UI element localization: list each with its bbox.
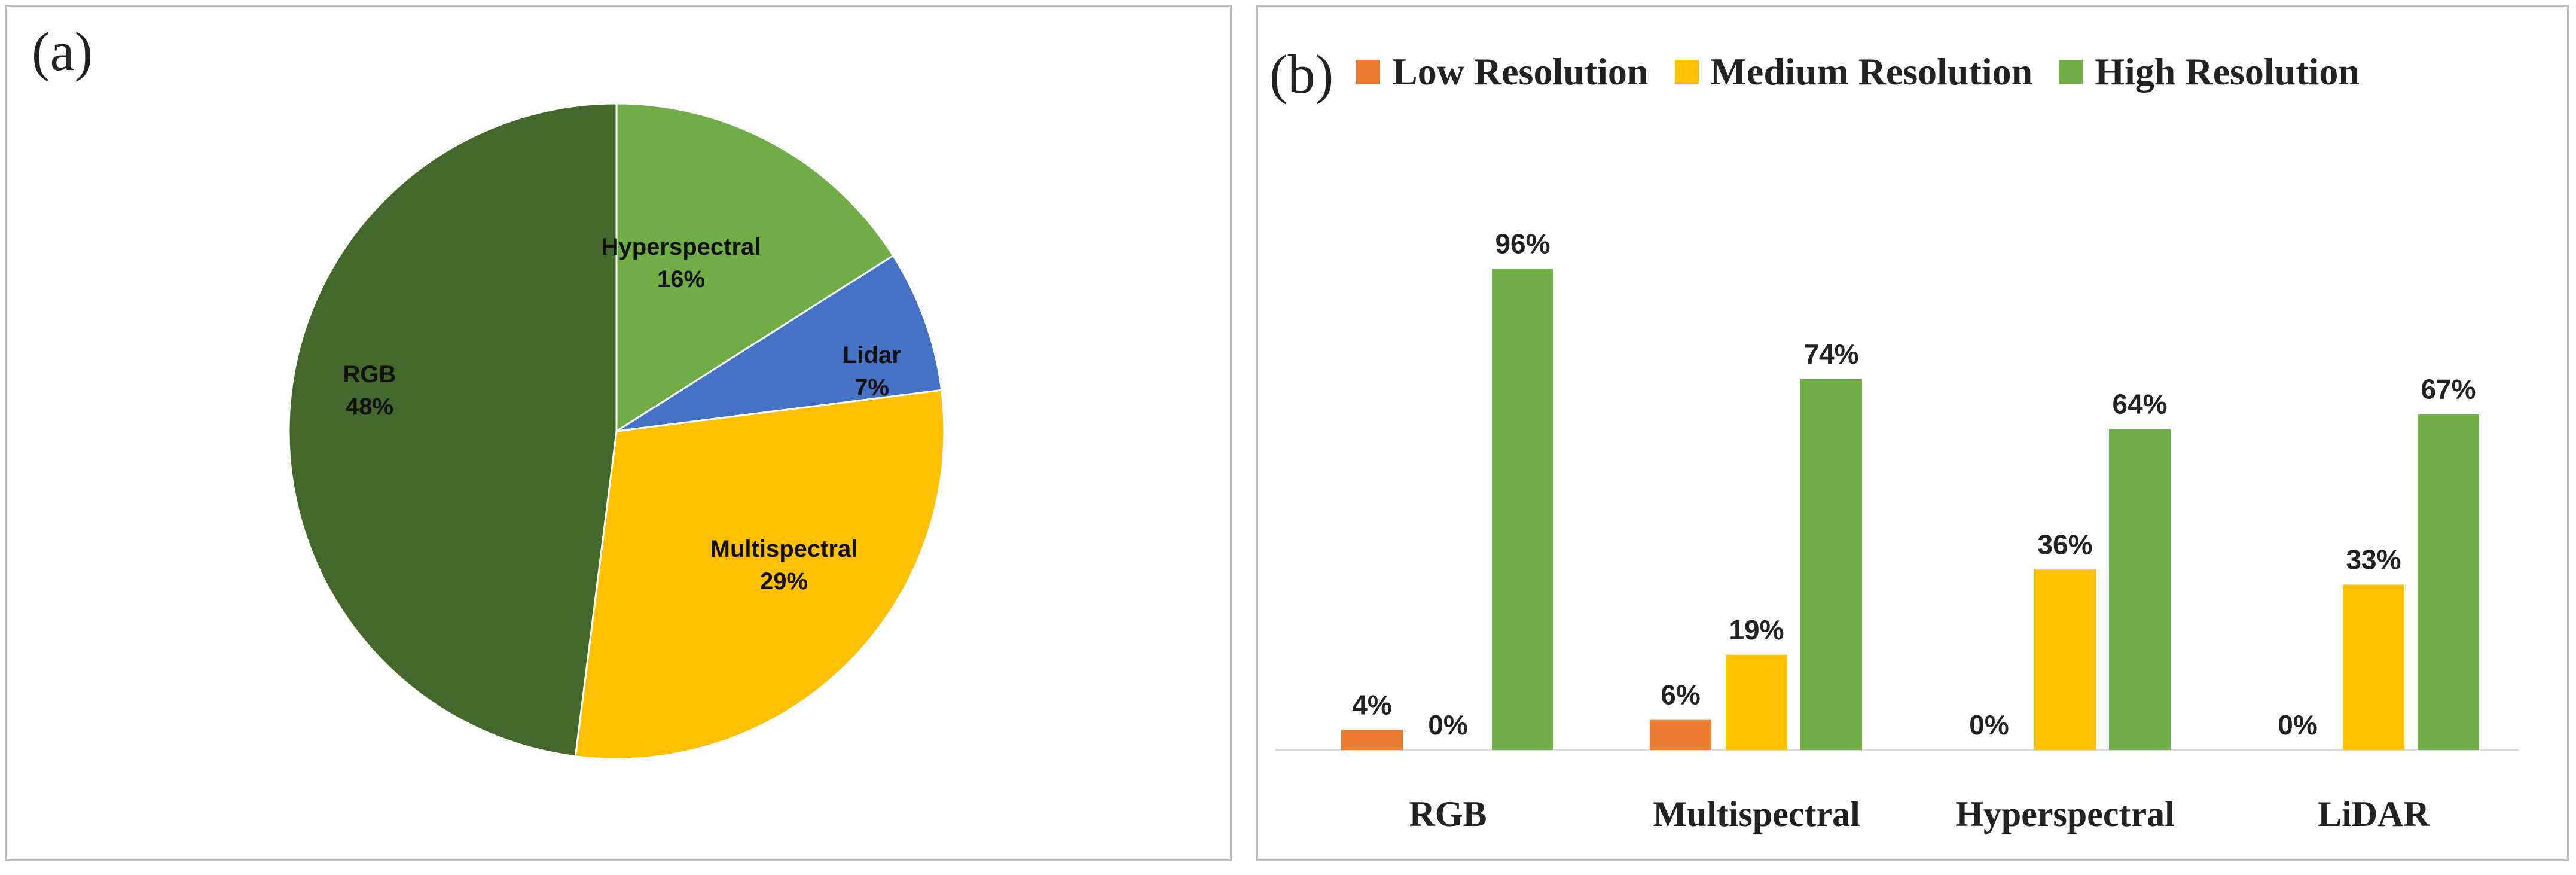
bar-chart: 4% 0% 96% RGB 6% 19% 74% Multispectral 0% 36% 64% H…	[1275, 228, 2519, 834]
bar-label-hyperspectral-medium-resolution: 36%	[2037, 529, 2092, 560]
bar-label-multispectral-high-resolution: 74%	[1803, 339, 1858, 370]
legend-item-low: Low Resolution	[1356, 50, 1649, 94]
pie-label-value-rgb: 48%	[346, 394, 393, 420]
pie-label-name-rgb: RGB	[343, 361, 396, 388]
legend-swatch-low	[1356, 60, 1380, 84]
category-label-lidar: LiDAR	[2318, 794, 2430, 834]
legend-item-medium: Medium Resolution	[1674, 50, 2033, 94]
bar-label-rgb-medium-resolution: 0%	[1428, 709, 1467, 740]
legend-label-high: High Resolution	[2095, 50, 2360, 93]
panel-label-a: (a)	[32, 21, 93, 82]
bar-hyperspectral-medium-resolution	[2034, 569, 2096, 750]
bar-chart-panel: (b) Low Resolution Medium Resolution Hig…	[1256, 5, 2569, 861]
bar-rgb-high-resolution	[1492, 269, 1553, 750]
panel-label-b: (b)	[1269, 44, 1334, 105]
bar-multispectral-low-resolution	[1650, 719, 1711, 750]
pie-label-name-hyperspectral: Hyperspectral	[602, 234, 761, 260]
bar-label-multispectral-low-resolution: 6%	[1661, 679, 1700, 711]
category-label-multispectral: Multispectral	[1653, 794, 1860, 834]
legend-swatch-medium	[1674, 60, 1699, 84]
pie-label-value-multispectral: 29%	[760, 568, 808, 594]
bar-label-lidar-high-resolution: 67%	[2421, 374, 2476, 405]
bar-lidar-medium-resolution	[2343, 584, 2404, 750]
pie-label-name-multispectral: Multispectral	[710, 536, 858, 562]
legend-label-low: Low Resolution	[1392, 50, 1649, 93]
category-label-hyperspectral: Hyperspectral	[1955, 794, 2175, 834]
pie-slice-hyperspectral	[615, 102, 895, 433]
pie-label-value-lidar: 7%	[854, 374, 889, 401]
legend-item-high: High Resolution	[2059, 50, 2360, 94]
bar-lidar-high-resolution	[2418, 414, 2479, 750]
bar-hyperspectral-high-resolution	[2109, 429, 2171, 750]
pie-chart: Hyperspectral 16% Lidar 7% Multispectral 29% R…	[288, 102, 945, 760]
bar-rgb-low-resolution	[1341, 730, 1403, 750]
bar-label-hyperspectral-high-resolution: 64%	[2112, 389, 2167, 420]
bar-label-lidar-medium-resolution: 33%	[2346, 544, 2401, 575]
bar-label-rgb-low-resolution: 4%	[1352, 689, 1391, 720]
legend-label-medium: Medium Resolution	[1710, 50, 2033, 93]
pie-label-value-hyperspectral: 16%	[657, 266, 705, 292]
bar-multispectral-medium-resolution	[1726, 654, 1787, 750]
bar-label-lidar-low-resolution: 0%	[2278, 709, 2317, 740]
pie-slice-rgb	[288, 102, 618, 758]
bar-multispectral-high-resolution	[1800, 379, 1862, 750]
pie-slice-multispectral	[574, 389, 945, 760]
chart-legend: Low Resolution Medium Resolution High Re…	[1356, 50, 2386, 94]
pie-chart-panel: (a) Hyperspectral 16% Lidar 7% Multispectral…	[5, 5, 1232, 861]
bar-label-rgb-high-resolution: 96%	[1495, 228, 1550, 260]
bar-label-hyperspectral-low-resolution: 0%	[1969, 709, 2009, 740]
category-label-rgb: RGB	[1409, 794, 1487, 834]
legend-swatch-high	[2059, 60, 2083, 84]
bar-label-multispectral-medium-resolution: 19%	[1729, 614, 1784, 645]
pie-label-name-lidar: Lidar	[843, 342, 901, 368]
pie-slice-lidar	[616, 254, 943, 432]
